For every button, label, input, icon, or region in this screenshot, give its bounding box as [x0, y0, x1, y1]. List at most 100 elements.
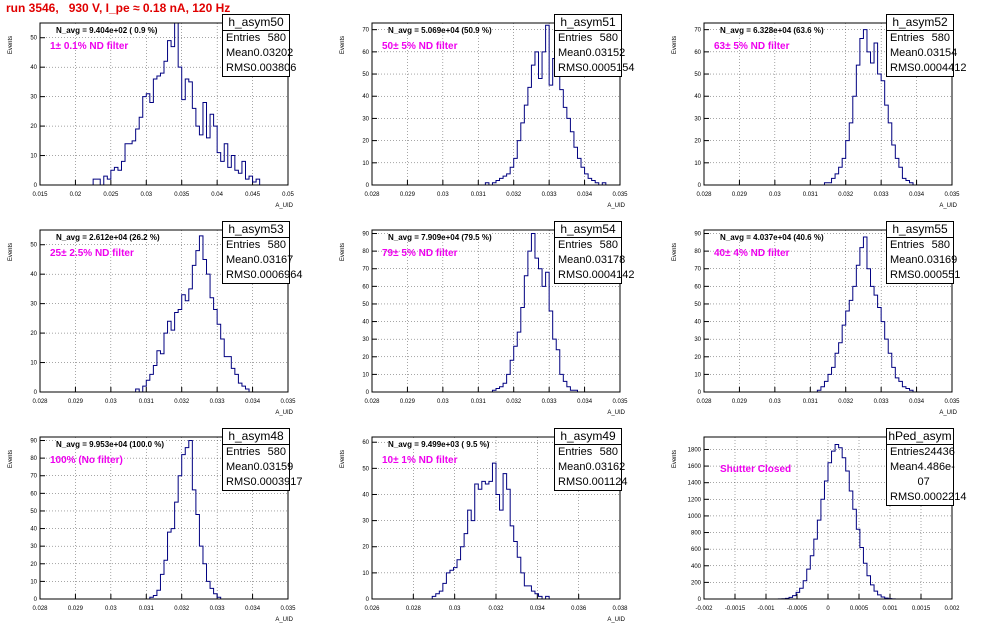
stats-value-entries: 580 [599, 446, 618, 458]
y-tick-label: 600 [691, 547, 702, 553]
stats-row-entries: Entries 580 [887, 238, 953, 253]
y-tick-label: 30 [362, 337, 369, 343]
x-tick-label: 0.045 [245, 192, 261, 198]
x-tick-label: 0.032 [506, 399, 522, 405]
x-axis-label: A_UID [607, 203, 625, 209]
y-tick-label: 50 [30, 509, 37, 515]
x-tick-label: 0.03 [105, 606, 117, 612]
y-tick-label: 60 [694, 50, 701, 56]
y-tick-label: 60 [694, 284, 701, 290]
y-tick-label: 1800 [688, 447, 702, 453]
y-tick-label: 20 [694, 355, 701, 361]
y-tick-label: 80 [362, 249, 369, 255]
y-axis-label: Events [340, 450, 346, 468]
x-tick-label: 0.035 [280, 606, 296, 612]
stats-row-entries: Entries 580 [223, 238, 289, 253]
y-tick-label: 20 [362, 545, 369, 551]
y-tick-label: 0 [366, 390, 370, 396]
y-tick-label: 30 [30, 302, 37, 308]
stats-row-mean: Mean 0.03178 [555, 253, 625, 268]
stats-label: Entries [890, 446, 925, 458]
y-axis-label: Events [8, 450, 14, 468]
stats-value-rms: 0.0002214 [914, 491, 967, 503]
stats-row-mean: Mean 0.03152 [555, 46, 625, 61]
stats-row-rms: RMS 0.000551 [887, 268, 960, 283]
y-tick-label: 0 [366, 183, 370, 189]
y-tick-label: 70 [30, 474, 37, 480]
stats-row-mean: Mean 0.03169 [887, 253, 957, 268]
y-tick-label: 60 [362, 50, 369, 56]
x-tick-label: -0.0005 [787, 606, 808, 612]
stats-row-entries: Entries 580 [555, 445, 621, 460]
stats-row-entries: Entries 580 [223, 31, 289, 46]
x-tick-label: 0.03 [105, 399, 117, 405]
stats-value-mean: 0.03154 [917, 47, 958, 59]
y-tick-label: 40 [30, 65, 37, 71]
y-axis-label: Events [340, 243, 346, 261]
stats-label: RMS [558, 269, 583, 281]
stats-label: RMS [890, 269, 915, 281]
y-tick-label: 10 [30, 361, 37, 367]
navg-label: N_avg = 7.909e+04 (79.5 %) [388, 233, 492, 242]
stats-box: h_asym52 Entries 580 Mean 0.03154 RMS 0.000441… [886, 14, 966, 77]
stats-box: hPed_asym Entries 24436 Mean 4.486e-07 RMS 0.0… [886, 428, 966, 506]
y-tick-label: 50 [30, 36, 37, 42]
x-tick-label: 0.03 [769, 399, 781, 405]
x-tick-label: 0.033 [542, 192, 558, 198]
x-tick-label: -0.002 [695, 606, 713, 612]
histogram-plot: -0.002 -0.0015 -0.001 -0.0005 0 0.0005 0.001 0.… [672, 436, 960, 612]
stats-value-rms: 0.003806 [250, 62, 297, 74]
x-tick-label: 0.032 [488, 606, 504, 612]
y-tick-label: 0 [34, 183, 38, 189]
y-tick-label: 40 [362, 94, 369, 100]
y-axis-label: Events [8, 36, 14, 54]
y-tick-label: 80 [694, 249, 701, 255]
y-tick-label: 70 [694, 28, 701, 34]
stats-label: Mean [890, 461, 918, 473]
y-tick-label: 10 [30, 154, 37, 160]
x-tick-label: 0.031 [471, 399, 487, 405]
stats-label: RMS [890, 491, 915, 503]
filter-label: Shutter Closed [720, 464, 792, 475]
stats-row-mean: Mean 4.486e-07 [887, 460, 955, 490]
histogram-panel-h_asym48: 0.028 0.029 0.03 0.031 0.032 0.033 0.034 0.035 0… [0, 422, 332, 629]
y-tick-label: 10 [362, 571, 369, 577]
x-tick-label: 0.032 [838, 192, 854, 198]
stats-row-rms: RMS 0.0004142 [555, 268, 634, 283]
stats-value-mean: 0.03178 [585, 254, 626, 266]
y-tick-label: 30 [30, 95, 37, 101]
y-tick-label: 40 [30, 272, 37, 278]
stats-value-entries: 580 [931, 32, 950, 44]
stats-box: h_asym51 Entries 580 Mean 0.03152 RMS 0.000515… [554, 14, 634, 77]
x-tick-label: 0.029 [400, 399, 416, 405]
stats-row-rms: RMS 0.0004412 [887, 61, 966, 76]
stats-label: Entries [226, 239, 261, 251]
y-tick-label: 20 [30, 124, 37, 130]
x-tick-label: 0.033 [542, 399, 558, 405]
stats-value-rms: 0.000551 [914, 269, 961, 281]
y-tick-label: 70 [362, 267, 369, 273]
y-tick-label: 30 [694, 116, 701, 122]
y-tick-label: 20 [30, 331, 37, 337]
x-tick-label: 0.028 [696, 399, 712, 405]
x-tick-label: 0.032 [506, 192, 522, 198]
y-tick-label: 50 [362, 302, 369, 308]
x-tick-label: 0.001 [882, 606, 898, 612]
x-tick-label: 0.03 [437, 192, 449, 198]
histogram-name: h_asym48 [223, 429, 289, 445]
x-tick-label: 0.02 [70, 192, 82, 198]
stats-row-mean: Mean 0.03162 [555, 460, 625, 475]
x-tick-label: 0.025 [103, 192, 119, 198]
x-tick-label: 0.032 [174, 399, 190, 405]
y-tick-label: 40 [694, 94, 701, 100]
filter-label: 10± 1% ND filter [382, 455, 458, 466]
x-tick-label: 0.028 [32, 606, 48, 612]
histogram-panel-h_asym50: 0.015 0.02 0.025 0.03 0.035 0.04 0.045 0.05 0 10 2… [0, 8, 332, 215]
stats-label: RMS [558, 476, 583, 488]
x-tick-label: 0.015 [32, 192, 48, 198]
y-tick-label: 0 [698, 597, 702, 603]
x-tick-label: 0.035 [612, 399, 628, 405]
x-tick-label: 0.028 [32, 399, 48, 405]
stats-label: Mean [558, 461, 586, 473]
x-tick-label: 0.002 [944, 606, 960, 612]
